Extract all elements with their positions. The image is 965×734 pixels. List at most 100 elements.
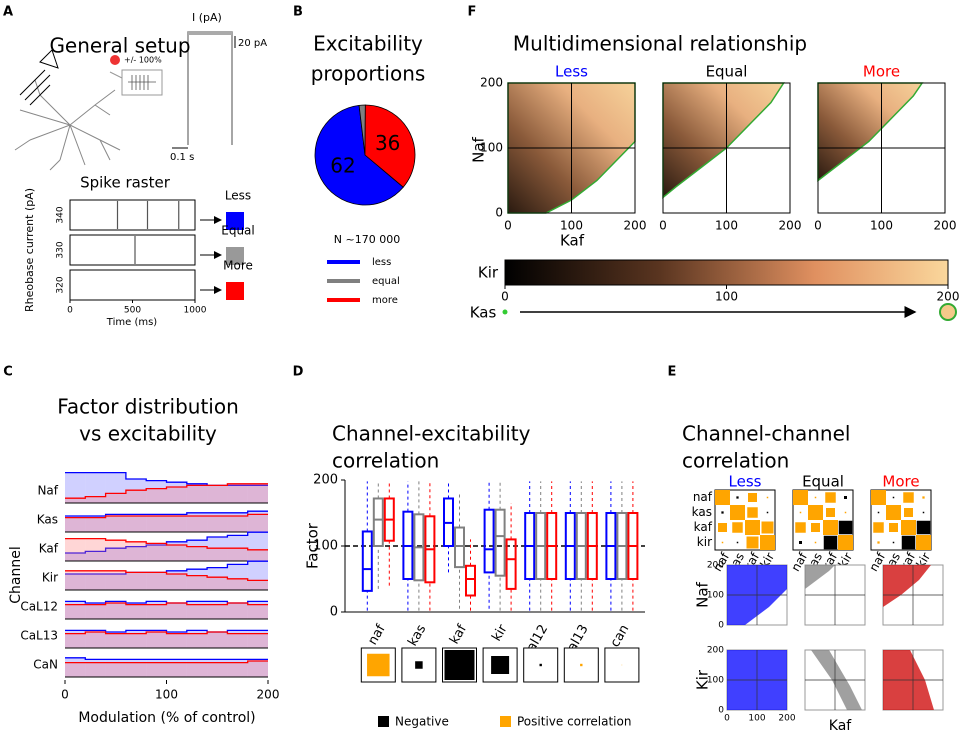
hist-bar bbox=[105, 472, 126, 503]
x-tick-label: 0 bbox=[814, 219, 822, 233]
hist-bar bbox=[125, 604, 147, 619]
outcome-square bbox=[226, 247, 244, 265]
matrix-cell bbox=[886, 505, 901, 520]
hist-bar bbox=[166, 545, 187, 561]
chart-title: Spike raster bbox=[80, 174, 171, 192]
x-tick-label: can bbox=[608, 622, 633, 650]
matrix-cell bbox=[736, 496, 739, 499]
matrix-cell bbox=[732, 522, 743, 533]
y-tick-label: 100 bbox=[313, 539, 338, 554]
hist-bar bbox=[146, 659, 167, 677]
matrix-cell bbox=[922, 496, 925, 499]
pie-slice bbox=[314, 104, 404, 206]
matrix-cell bbox=[747, 507, 758, 518]
hist-bar bbox=[227, 485, 248, 503]
hist-bar bbox=[227, 659, 248, 677]
row-label: 330 bbox=[56, 241, 66, 258]
note: N ~170 000 bbox=[334, 233, 400, 246]
hist-bar bbox=[227, 603, 248, 619]
x-tick-label: 200 bbox=[624, 219, 647, 233]
hist-bar bbox=[105, 493, 126, 503]
y-tick-label: 100 bbox=[480, 141, 503, 155]
hist-bar bbox=[125, 514, 147, 532]
chart-title: vs excitability bbox=[79, 422, 217, 446]
y-axis-label: Naf bbox=[694, 581, 712, 607]
hist-bar bbox=[65, 516, 86, 532]
current-step bbox=[172, 31, 236, 149]
hist-bar bbox=[227, 516, 248, 532]
hist-bar bbox=[247, 659, 268, 677]
hist-bar bbox=[227, 548, 248, 561]
hist-bar bbox=[207, 516, 228, 532]
matrix-cell bbox=[748, 493, 757, 502]
hist-bar bbox=[227, 603, 248, 619]
hist-bar bbox=[125, 546, 147, 561]
hist-bar bbox=[125, 572, 147, 590]
hist-bar bbox=[227, 662, 248, 677]
x-tick-label: 0 bbox=[504, 219, 512, 233]
x-tick-label: naf bbox=[365, 622, 389, 648]
matrix-cell bbox=[877, 511, 880, 514]
scale-label: 0.1 s bbox=[170, 152, 194, 163]
corr-square bbox=[621, 664, 623, 666]
hist-bar bbox=[207, 632, 228, 648]
matrix-cell bbox=[904, 508, 913, 517]
colorbar-tick-label: 100 bbox=[715, 290, 738, 304]
chart-title: Multidimensional relationship bbox=[513, 32, 807, 56]
panel-subtitle: Less bbox=[729, 473, 762, 491]
panel-letter: A bbox=[3, 5, 13, 20]
hist-bar bbox=[146, 543, 167, 561]
legend-label: Negative bbox=[395, 715, 449, 729]
x-tick-label: 0 bbox=[659, 219, 667, 233]
hist-bar bbox=[105, 633, 126, 648]
x-tick-label: 0 bbox=[61, 688, 69, 702]
matrix-cell bbox=[901, 535, 916, 550]
box bbox=[465, 564, 476, 597]
matrix-cell bbox=[721, 541, 724, 544]
matrix-cell bbox=[808, 505, 823, 520]
legend-label: less bbox=[372, 257, 391, 268]
x-tick-label: 100 bbox=[748, 714, 765, 724]
matrix-cell bbox=[823, 535, 838, 550]
hist-bar bbox=[247, 549, 268, 561]
corr-square bbox=[415, 661, 423, 669]
hist-bar bbox=[85, 632, 106, 648]
y-axis-label: Factor bbox=[304, 522, 322, 569]
stim-label: +/- 100% bbox=[124, 56, 162, 65]
pie-slice bbox=[364, 104, 416, 188]
hist-bar bbox=[166, 541, 187, 561]
x-tick-label: kas bbox=[405, 622, 429, 649]
hist-bar bbox=[186, 604, 208, 619]
matrix-cell bbox=[871, 490, 886, 505]
matrix-cell bbox=[823, 520, 838, 535]
hist-bar bbox=[85, 604, 106, 619]
hist-bar bbox=[186, 569, 208, 590]
corr-square bbox=[491, 656, 510, 674]
matrix-cell bbox=[721, 511, 724, 514]
panel-title: General setup bbox=[49, 34, 190, 58]
hist-bar bbox=[146, 601, 167, 619]
channel-label: Kir bbox=[42, 571, 58, 585]
corr-square bbox=[367, 653, 390, 677]
matrix-cell bbox=[922, 511, 925, 514]
matrix-cell bbox=[793, 490, 808, 505]
matrix-cell bbox=[746, 536, 759, 549]
size-max bbox=[939, 303, 957, 321]
slice-label: 36 bbox=[375, 131, 400, 155]
hist-bar bbox=[247, 532, 268, 561]
colorbar-tick-label: 0 bbox=[501, 290, 509, 304]
box bbox=[494, 508, 506, 577]
hist-bar bbox=[166, 516, 187, 532]
panel-letter: E bbox=[668, 365, 677, 380]
hist-bar bbox=[227, 483, 248, 503]
row-label: naf bbox=[693, 490, 713, 504]
matrix-cell bbox=[826, 508, 835, 517]
hist-bar bbox=[166, 487, 187, 503]
matrix-cell bbox=[745, 520, 760, 535]
raster-row bbox=[69, 269, 196, 301]
x-tick-label: 200 bbox=[778, 714, 795, 724]
panel-subtitle: Equal bbox=[706, 63, 748, 81]
matrix-cell bbox=[814, 541, 817, 544]
box bbox=[454, 526, 465, 569]
